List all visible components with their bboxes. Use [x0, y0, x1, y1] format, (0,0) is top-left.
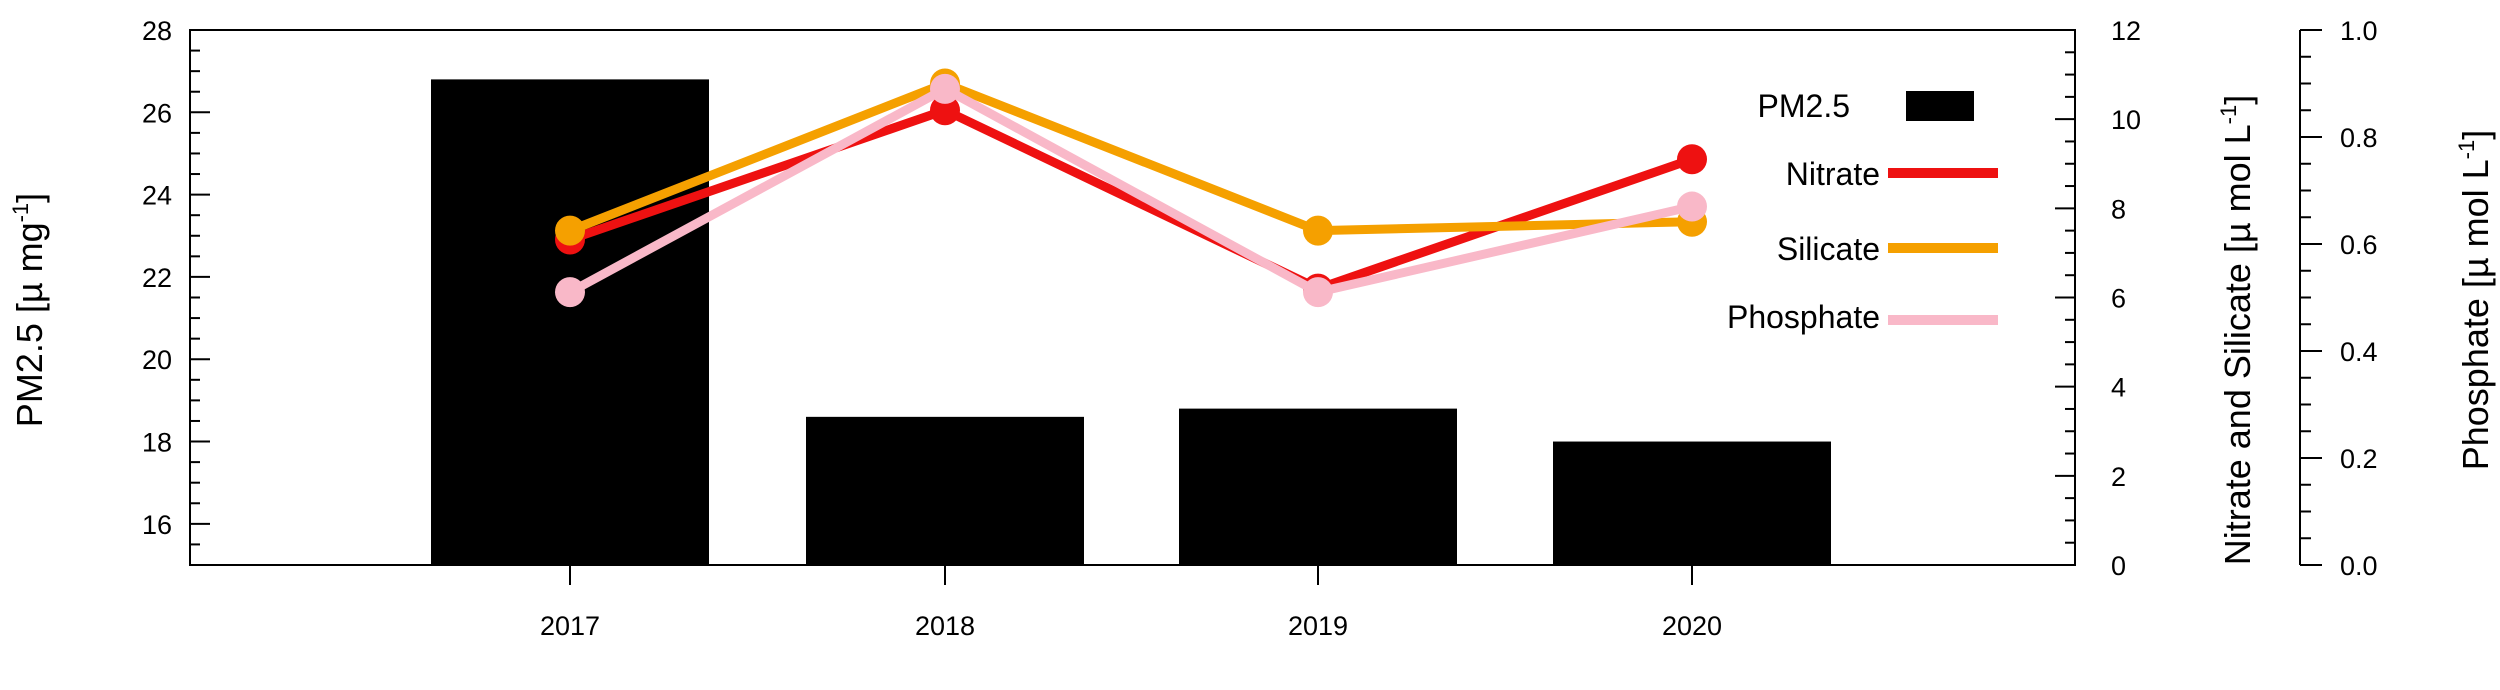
- x-tick-label: 2019: [1288, 611, 1348, 641]
- legend-label-silicate: Silicate: [1777, 231, 1880, 267]
- left-axis-title: PM2.5 [µ mg-1]: [8, 193, 50, 427]
- legend: PM2.5 Nitrate Silicate Phosphate: [1727, 88, 1998, 335]
- right2-tick-label: 0.4: [2340, 337, 2378, 367]
- point-phosphate-2018: [930, 73, 960, 104]
- x-tick-label: 2020: [1662, 611, 1722, 641]
- right2-tick-label: 0.2: [2340, 444, 2378, 474]
- left-tick-label: 18: [142, 428, 172, 458]
- point-phosphate-2019: [1303, 277, 1333, 308]
- legend-label-pm25: PM2.5: [1758, 88, 1850, 124]
- axes-layer: 161820222426280246810120.00.20.40.60.81.…: [142, 16, 2378, 641]
- left-tick-label: 24: [142, 181, 172, 211]
- bar-pm25-2017: [431, 79, 709, 565]
- right2-tick-label: 0.6: [2340, 230, 2378, 260]
- left-tick-label: 26: [142, 98, 172, 128]
- right1-tick-label: 8: [2111, 194, 2126, 224]
- point-nitrate-2020: [1677, 144, 1707, 175]
- point-silicate-2017: [555, 215, 585, 246]
- line-silicate: [568, 79, 1693, 236]
- point-phosphate-2020: [1677, 191, 1707, 222]
- left-tick-label: 20: [142, 345, 172, 375]
- right2-tick-label: 0.0: [2340, 551, 2378, 581]
- right1-tick-label: 10: [2111, 105, 2141, 135]
- lines-layer: [555, 68, 1707, 308]
- right1-tick-label: 4: [2111, 373, 2126, 403]
- bar-pm25-2019: [1179, 408, 1457, 565]
- point-nitrate-2018: [930, 95, 960, 126]
- right1-axis-title: Nitrate and Silicate [µ mol L-1]: [2216, 95, 2258, 566]
- x-tick-label: 2018: [915, 611, 975, 641]
- legend-label-nitrate: Nitrate: [1786, 156, 1880, 192]
- bars-layer: [431, 79, 1831, 565]
- right1-tick-label: 6: [2111, 284, 2126, 314]
- x-tick-label: 2017: [540, 611, 600, 641]
- point-silicate-2019: [1303, 215, 1333, 246]
- right2-tick-label: 1.0: [2340, 16, 2378, 46]
- right2-tick-label: 0.8: [2340, 123, 2378, 153]
- bar-pm25-2018: [806, 416, 1084, 565]
- left-tick-label: 16: [142, 510, 172, 540]
- bar-pm25-2020: [1553, 441, 1831, 565]
- point-phosphate-2017: [555, 277, 585, 308]
- line-phosphate: [567, 84, 1694, 297]
- left-tick-label: 28: [142, 16, 172, 46]
- left-tick-label: 22: [142, 263, 172, 293]
- right2-axis-title: Phosphate [µ mol L-1]: [2454, 130, 2496, 471]
- right1-tick-label: 0: [2111, 551, 2126, 581]
- legend-swatch-pm25: [1906, 91, 1974, 121]
- right1-tick-label: 12: [2111, 16, 2141, 46]
- right1-tick-label: 2: [2111, 462, 2126, 492]
- legend-label-phosphate: Phosphate: [1727, 299, 1880, 335]
